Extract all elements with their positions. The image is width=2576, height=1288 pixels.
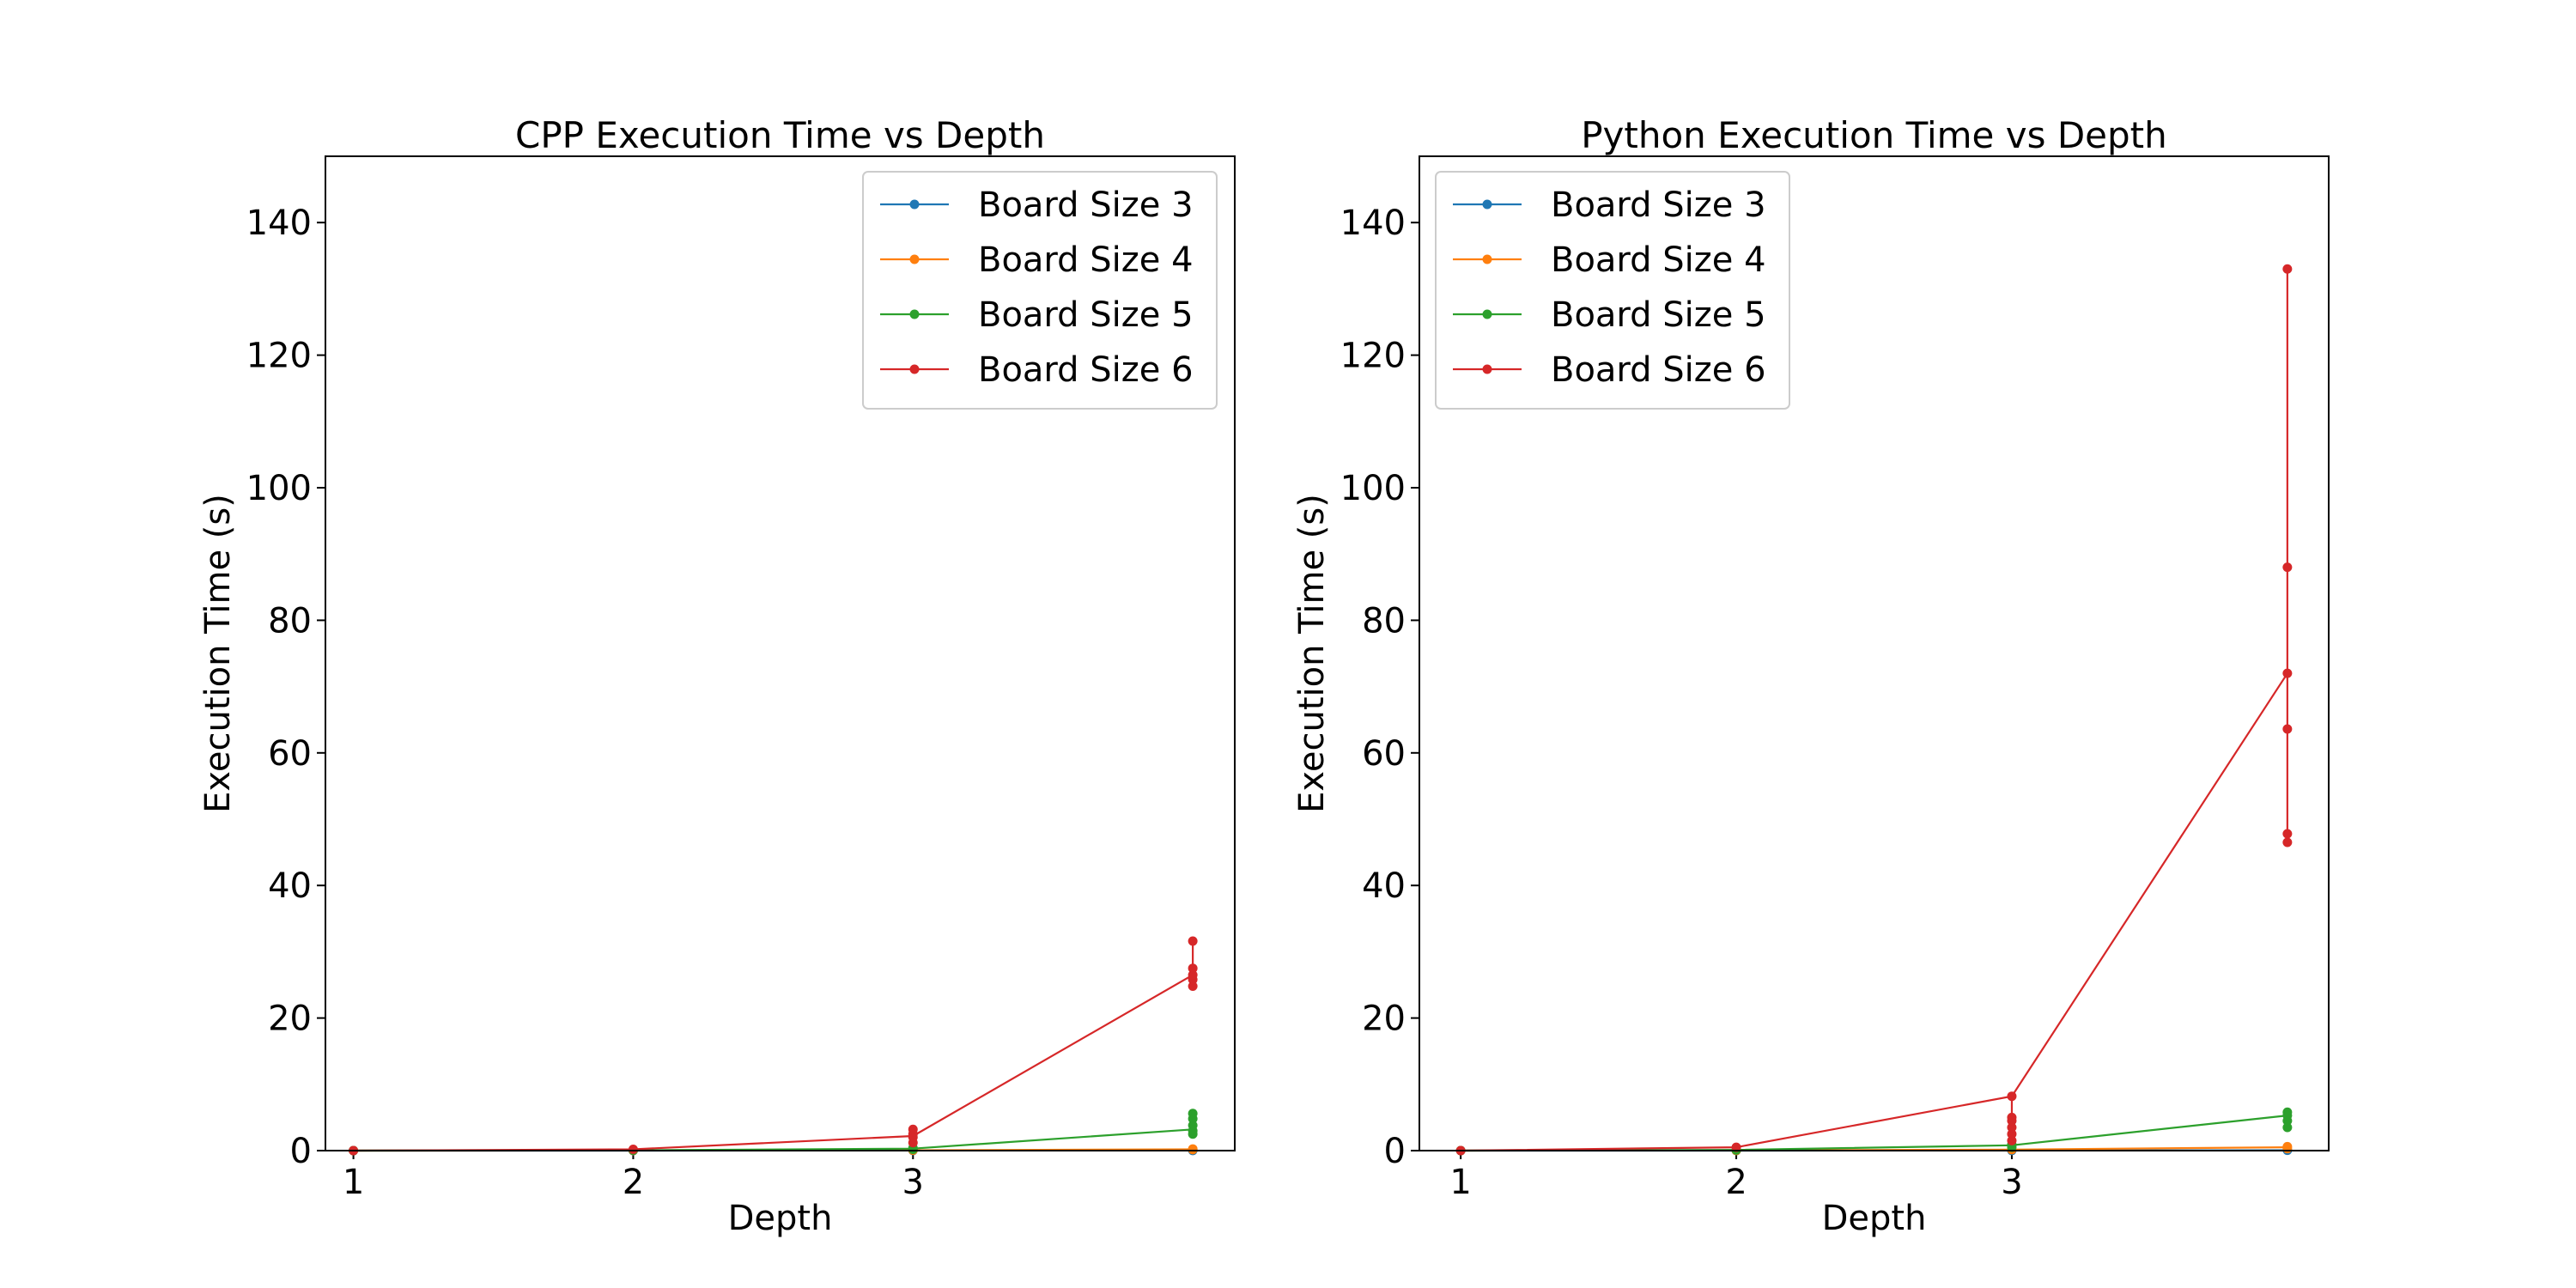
data-point [2007,1091,2017,1102]
data-point [2282,829,2293,839]
legend-entry-label: Board Size 5 [978,295,1194,335]
y-tick-label: 120 [1340,337,1406,376]
data-point [2007,1112,2017,1122]
data-point [2007,1135,2017,1145]
data-point [1188,1144,1198,1154]
legend-swatch-marker [1482,254,1492,264]
y-tick-label: 0 [290,1132,312,1171]
data-point [2282,562,2293,573]
x-tick-label: 3 [902,1163,924,1202]
x-tick-label: 2 [623,1163,644,1202]
y-tick-label: 100 [246,469,312,508]
data-point [2282,837,2293,848]
y-tick-label: 20 [268,999,312,1039]
legend-box [862,171,1218,410]
y-tick-label: 40 [268,866,312,906]
y-tick-label: 140 [1340,204,1406,243]
data-point [1188,1121,1198,1131]
y-tick-label: 60 [1362,734,1406,774]
y-tick-label: 80 [268,601,312,641]
cpp-chart-panel: CPP Execution Time vs Depth 0 20 40 60 80 100 1… [198,114,1236,1238]
plot-area-frame [325,155,1236,1151]
y-tick-label: 100 [1340,469,1406,508]
x-tick-label: 2 [1725,1163,1747,1202]
data-point [2007,1122,2017,1133]
data-point [2282,1122,2293,1133]
data-point [1188,981,1198,992]
data-point [1188,936,1198,946]
data-point [2282,724,2293,734]
legend-entry-label: Board Size 6 [1551,350,1766,390]
legend-entry-label: Board Size 4 [978,240,1194,280]
legend-swatch-marker [1482,364,1492,374]
data-point [628,1144,638,1154]
legend-swatch-marker [909,199,920,210]
data-point [2282,1141,2293,1151]
data-point [2282,668,2293,678]
legend-entry-label: Board Size 5 [1551,295,1766,335]
data-point [1188,969,1198,980]
data-point [2282,264,2293,274]
x-tick-label: 3 [2001,1163,2022,1202]
legend-entry-label: Board Size 3 [1551,185,1766,225]
legend-swatch-marker [1482,309,1492,319]
x-tick-label: 1 [1449,1163,1471,1202]
legend-entry-label: Board Size 4 [1551,240,1766,280]
y-tick-label: 0 [1384,1132,1406,1171]
data-point [1188,1109,1198,1119]
y-tick-label: 80 [1362,601,1406,641]
x-tick-label: 1 [343,1163,364,1202]
data-point [1731,1142,1741,1152]
y-tick-label: 120 [246,337,312,376]
y-tick-label: 60 [268,734,312,774]
legend-box [1435,171,1790,410]
legend-swatch-marker [909,254,920,264]
series-line [1461,672,2288,1152]
chart-title: Python Execution Time vs Depth [1581,114,2167,156]
x-axis-label: Depth [728,1199,833,1238]
data-point [2282,1107,2293,1117]
x-axis-label: Depth [1822,1199,1927,1238]
legend-entry-label: Board Size 6 [978,350,1194,390]
y-tick-label: 20 [1362,999,1406,1039]
data-point [908,1124,918,1134]
python-chart-panel: Python Execution Time vs Depth 0 20 40 60 80 1… [1292,114,2330,1238]
legend-swatch-marker [909,364,920,374]
legend-swatch-marker [909,309,920,319]
data-point [1188,963,1198,974]
y-tick-label: 140 [246,204,312,243]
chart-title: CPP Execution Time vs Depth [515,114,1045,156]
legend-entry-label: Board Size 3 [978,185,1194,225]
y-axis-label: Execution Time (s) [1292,494,1332,813]
y-tick-label: 40 [1362,866,1406,906]
plot-area-frame [1419,155,2330,1151]
y-axis-label: Execution Time (s) [198,494,238,813]
data-point [2007,1129,2017,1139]
legend-swatch-marker [1482,199,1492,210]
